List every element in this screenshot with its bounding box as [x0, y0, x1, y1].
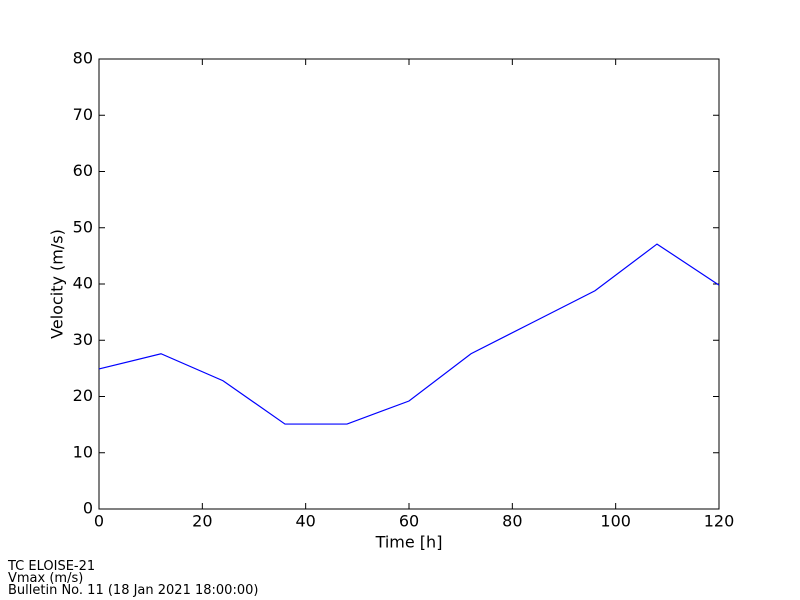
line-series	[98, 243, 720, 425]
y-tick-label: 60	[73, 161, 93, 180]
footer-line: Bulletin No. 11 (18 Jan 2021 18:00:00)	[8, 583, 258, 598]
y-tick-label: 40	[73, 274, 93, 293]
x-tick-label: 60	[399, 512, 419, 531]
y-tick-label: 20	[73, 386, 93, 405]
y-tick-label: 30	[73, 330, 93, 349]
footer-line: Vmax (m/s)	[8, 571, 83, 586]
plot-frame	[98, 58, 720, 510]
footer-line: TC ELOISE-21	[7, 559, 95, 574]
y-tick-label: 70	[73, 105, 93, 124]
y-tick-label: 80	[73, 49, 93, 68]
y-tick-label: 10	[73, 442, 93, 461]
x-tick-label: 80	[502, 512, 522, 531]
y-tick-label: 0	[83, 499, 93, 518]
x-tick-label: 100	[600, 512, 631, 531]
x-tick-label: 20	[192, 512, 212, 531]
y-tick-label: 50	[73, 217, 93, 236]
x-tick-label: 120	[704, 512, 735, 531]
x-axis-label: Time [h]	[375, 533, 443, 552]
x-tick-label: 0	[94, 512, 104, 531]
x-tick-label: 40	[295, 512, 315, 531]
y-axis-label: Velocity (m/s)	[48, 229, 67, 339]
